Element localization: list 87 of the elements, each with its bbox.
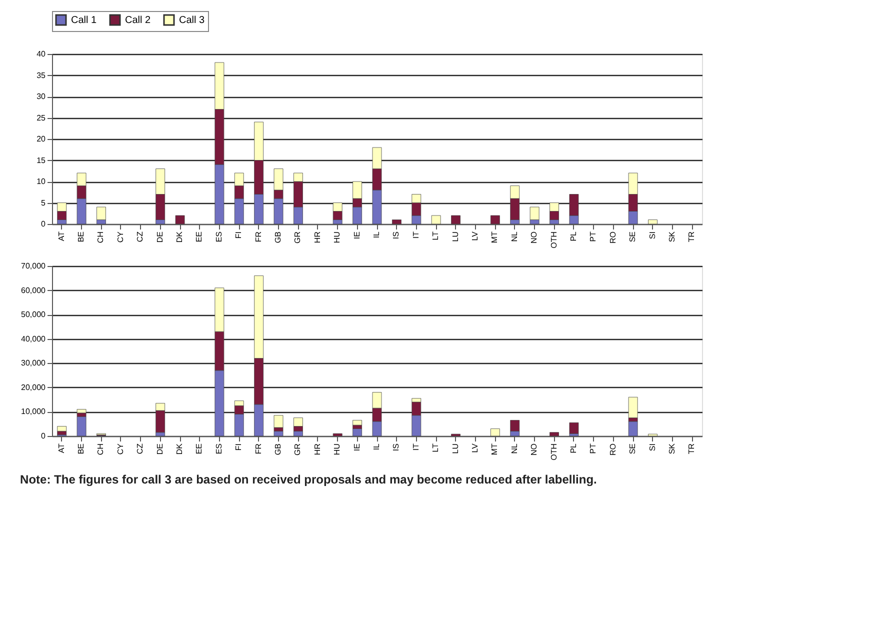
x-tick-label: RO	[608, 444, 618, 456]
x-tick-label: SI	[648, 444, 657, 452]
x-tick-label: FR	[254, 443, 263, 454]
y-tick-label: 30,000	[21, 358, 46, 368]
x-tick-label: DK	[175, 230, 184, 243]
x-tick-label: IT	[411, 231, 420, 239]
x-tick-label: HU	[332, 443, 342, 456]
x-tick-label: TR	[687, 231, 696, 242]
x-tick-label: LV	[470, 230, 480, 241]
x-tick-label: IL	[372, 442, 381, 450]
legend-label: Call 3	[179, 15, 206, 26]
y-tick-label: 0	[41, 432, 46, 440]
y-tick-label: 70,000	[21, 262, 46, 270]
x-tick-label: BE	[76, 444, 86, 454]
legend-label: Call 1	[71, 15, 98, 26]
y-tick-label: 60,000	[21, 286, 46, 295]
x-tick-label: GB	[274, 444, 283, 456]
x-tick-label: HR	[312, 231, 322, 244]
x-tick-label: BE	[76, 232, 86, 242]
x-tick-label: OTH	[549, 443, 558, 460]
x-tick-label: ES	[214, 232, 224, 242]
x-tick-label: CY	[116, 230, 125, 243]
x-tick-label: GR	[293, 443, 302, 456]
y-tick-label: 40,000	[21, 334, 46, 344]
x-tick-label: DE	[155, 444, 164, 455]
x-tick-label: FI	[234, 232, 244, 239]
x-tick-label: SE	[628, 444, 638, 454]
x-tick-label: CZ	[136, 443, 145, 454]
legend-label: Call 2	[125, 15, 152, 26]
y-tick-label: 30	[36, 92, 46, 101]
y-tick-label: 0	[41, 220, 46, 228]
x-tick-label: SK	[667, 442, 676, 454]
x-tick-label: SK	[667, 230, 676, 242]
x-tick-label: LU	[450, 443, 460, 454]
y-tick-label: 10	[36, 177, 46, 186]
x-tick-label: SI	[648, 232, 657, 240]
x-tick-label: NL	[510, 230, 519, 242]
x-tick-label: GB	[274, 232, 283, 244]
x-tick-label: DE	[155, 232, 164, 243]
x-tick-label: LT	[431, 231, 440, 240]
x-tick-label: IT	[411, 443, 420, 451]
y-tick-label: 15	[36, 156, 46, 165]
x-tick-label: LV	[470, 442, 480, 453]
x-tick-label: AT	[56, 443, 66, 454]
x-tick-label: NO	[530, 444, 539, 456]
x-tick-label: ES	[214, 444, 224, 454]
x-tick-label: EE	[194, 232, 204, 242]
x-tick-label: CH	[96, 443, 106, 456]
x-tick-label: DK	[175, 442, 184, 455]
y-tick-label: 5	[41, 198, 46, 208]
x-tick-label: LT	[431, 443, 440, 452]
x-tick-label: MT	[490, 443, 500, 456]
x-tick-label: HR	[312, 443, 322, 456]
x-tick-label: CY	[116, 442, 125, 455]
x-tick-label: PT	[588, 231, 598, 242]
x-tick-label: OTH	[549, 231, 558, 248]
x-tick-label: IL	[372, 230, 381, 238]
x-tick-label: GR	[293, 231, 302, 244]
x-tick-label: LU	[450, 231, 460, 242]
y-tick-label: 40	[36, 50, 46, 58]
x-tick-label: TR	[687, 443, 696, 454]
x-tick-label: HU	[332, 231, 342, 244]
x-tick-label: PT	[588, 443, 598, 454]
x-tick-label: IE	[352, 444, 362, 452]
y-tick-label: 50,000	[21, 310, 46, 320]
x-tick-label: AT	[56, 231, 66, 242]
x-tick-label: EE	[194, 444, 204, 454]
x-tick-label: NO	[530, 232, 539, 244]
x-tick-label: FI	[234, 444, 244, 451]
y-tick-label: 20,000	[21, 382, 46, 392]
x-tick-label: IS	[392, 232, 401, 240]
y-tick-label: 25	[36, 113, 46, 122]
x-tick-label: NL	[510, 442, 519, 454]
x-tick-label: MT	[490, 231, 500, 244]
x-tick-label: RO	[608, 232, 618, 244]
y-tick-label: 35	[36, 70, 46, 80]
x-tick-label: PL	[568, 230, 578, 242]
x-tick-label: IE	[352, 232, 362, 240]
x-tick-label: SE	[628, 232, 638, 242]
x-tick-label: CZ	[136, 231, 145, 242]
x-tick-label: IS	[392, 444, 401, 452]
x-tick-label: FR	[254, 231, 263, 242]
y-tick-label: 10,000	[21, 407, 46, 416]
text: Note: The figures for call 3 are based on received proposals and may become reduced after labelling.	[20, 472, 597, 486]
x-tick-label: PL	[568, 442, 578, 454]
y-tick-label: 20	[36, 134, 46, 144]
x-tick-label: CH	[96, 231, 106, 244]
